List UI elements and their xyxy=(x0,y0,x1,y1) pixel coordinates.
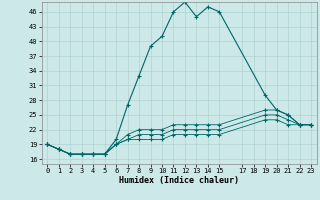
X-axis label: Humidex (Indice chaleur): Humidex (Indice chaleur) xyxy=(119,176,239,185)
